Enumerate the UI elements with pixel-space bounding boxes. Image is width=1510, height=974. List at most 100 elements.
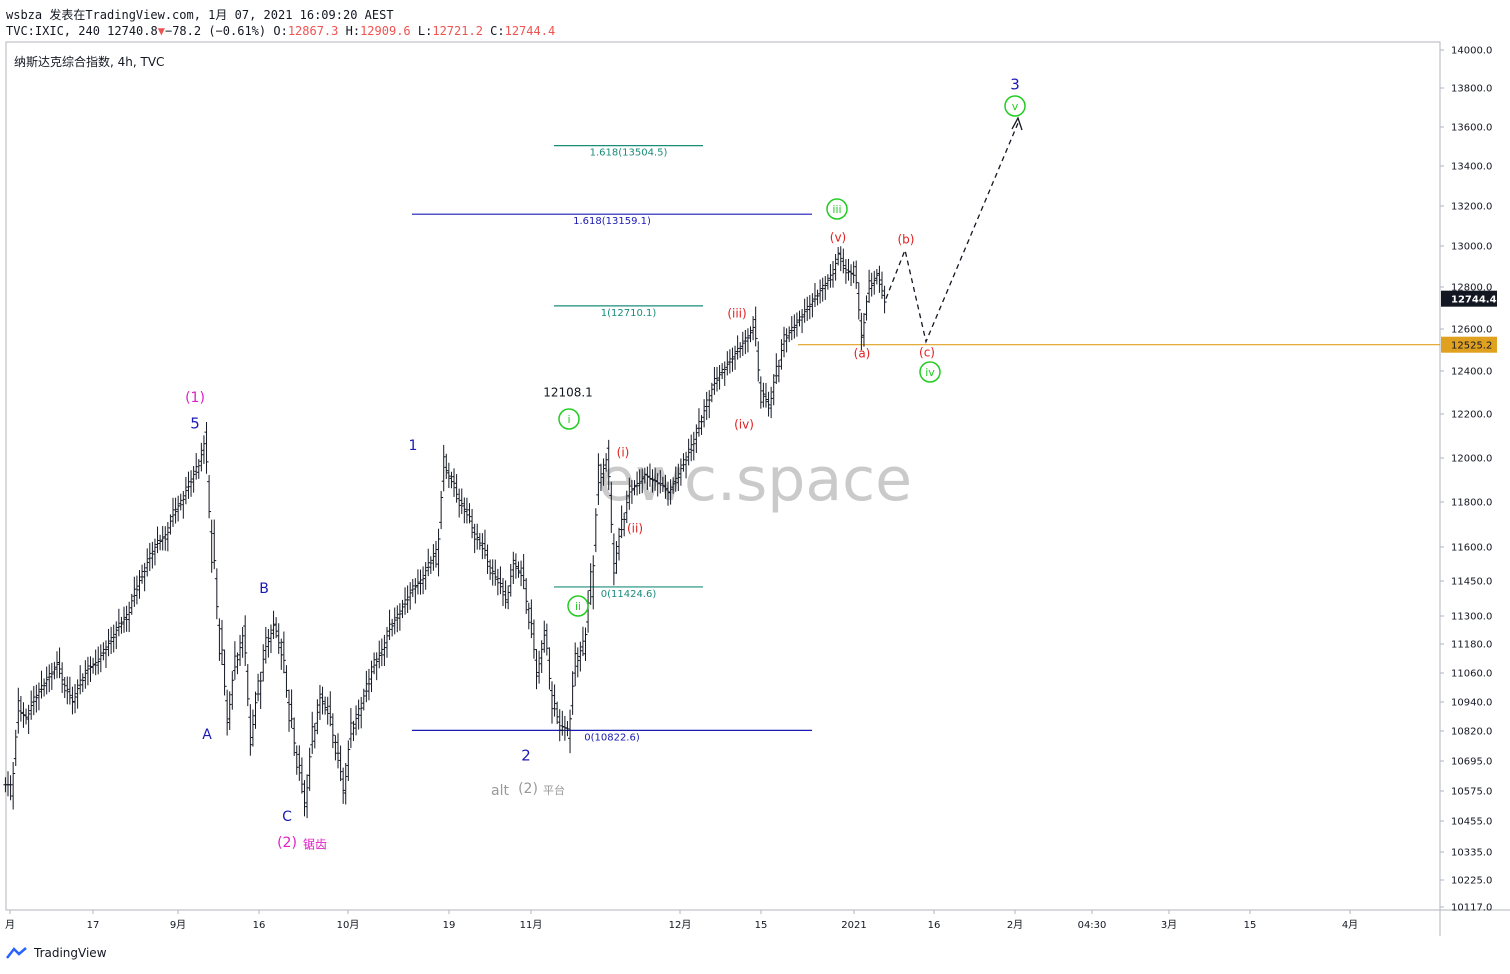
price-bar xyxy=(552,684,557,717)
price-bar xyxy=(289,689,294,729)
wave-label: 锯齿 xyxy=(303,836,327,851)
price-bar xyxy=(477,532,482,550)
tradingview-footer[interactable]: TradingView xyxy=(6,946,107,960)
price-bar xyxy=(155,526,160,554)
wave-label-circle xyxy=(826,198,848,220)
low-value: 12721.2 xyxy=(432,24,483,38)
price-tick-label: 13800.0 xyxy=(1451,84,1492,95)
price-bar xyxy=(258,671,263,710)
price-bar xyxy=(266,628,271,658)
price-tick-label: 11300.0 xyxy=(1451,612,1492,623)
symbol[interactable]: TVC:IXIC, 240 xyxy=(6,24,100,38)
price-bar xyxy=(338,745,343,782)
price-bar xyxy=(800,308,805,334)
wave-label: (1) xyxy=(185,390,205,406)
price-bar xyxy=(776,359,781,383)
price-bar xyxy=(444,453,449,480)
wave-label-text: (a) xyxy=(854,346,871,360)
price-bar xyxy=(238,634,243,666)
price-bar xyxy=(869,272,874,297)
price-bar xyxy=(250,709,255,747)
price-bar xyxy=(673,466,678,492)
price-bar xyxy=(423,562,428,590)
price-bar xyxy=(650,469,655,493)
price-bar xyxy=(312,723,317,749)
price-bar xyxy=(769,386,774,419)
price-bar xyxy=(725,351,730,376)
price-bar xyxy=(400,599,405,619)
price-bar xyxy=(67,676,72,705)
fib-label: 1(12710.1) xyxy=(601,308,657,319)
time-axis[interactable]: 月 17 9月 16 10月 19 11月 12月 15 2021 16 2月 04:30 3月 15 4月 xyxy=(5,910,1358,931)
price-bar xyxy=(73,683,78,714)
price-bar xyxy=(753,306,758,347)
wave-label: (b) xyxy=(898,232,915,246)
wave-label-text: i xyxy=(567,413,570,426)
price-bar xyxy=(196,459,201,479)
price-bar xyxy=(418,569,423,595)
price-bar xyxy=(36,682,41,711)
price-bar xyxy=(310,711,315,754)
price-bar xyxy=(812,283,817,308)
price-bar xyxy=(614,541,619,574)
time-tick-label: 16 xyxy=(253,920,266,931)
wave-label: (2) xyxy=(518,781,538,797)
price-axis[interactable]: 14000.0 13800.0 13600.0 13400.0 13200.0 13000… xyxy=(1440,46,1492,914)
price-bar xyxy=(436,528,441,577)
price-bar xyxy=(815,289,820,306)
price-bar xyxy=(171,497,176,527)
price-bar xyxy=(284,665,289,698)
price-bar xyxy=(302,780,307,817)
price-bar xyxy=(782,326,787,358)
price-bar xyxy=(209,519,214,573)
price-bar xyxy=(372,652,377,675)
price-bar xyxy=(18,695,23,722)
price-bar xyxy=(820,277,825,302)
price-bar xyxy=(330,713,335,749)
price-bar xyxy=(482,529,487,560)
price-bar xyxy=(513,553,518,579)
price-bar xyxy=(57,647,62,679)
price-bar xyxy=(733,345,738,370)
price-bar xyxy=(738,342,743,358)
price-bar xyxy=(439,490,444,530)
price-tick-label: 12200.0 xyxy=(1451,410,1492,421)
price-bar xyxy=(586,590,591,633)
price-bar xyxy=(537,650,542,684)
price-bar xyxy=(859,312,864,351)
open-label: O: xyxy=(273,24,288,38)
price-bar xyxy=(191,466,196,493)
price-bar xyxy=(849,264,854,286)
price-bar xyxy=(596,453,601,506)
price-bar xyxy=(173,497,178,524)
price-bar xyxy=(16,687,21,734)
price-bar xyxy=(83,660,88,689)
time-tick-label: 11月 xyxy=(520,919,543,931)
price-tick-label: 13000.0 xyxy=(1451,242,1492,253)
price-bar xyxy=(578,641,583,672)
price-bar xyxy=(495,568,500,596)
chart-legend: 纳斯达克综合指数, 4h, TVC xyxy=(14,54,164,69)
price-tick-label: 14000.0 xyxy=(1451,46,1492,57)
price-bar xyxy=(294,745,299,775)
price-bar xyxy=(874,269,879,285)
price-bar xyxy=(555,701,560,725)
price-bar xyxy=(65,676,70,705)
price-bar xyxy=(629,479,634,504)
price-bar xyxy=(699,415,704,435)
price-bar xyxy=(766,391,771,417)
wave-label: (2) xyxy=(277,835,297,851)
price-bar xyxy=(488,559,493,580)
price-tick-label: 12600.0 xyxy=(1451,325,1492,336)
price-bar xyxy=(751,316,756,341)
price-bar xyxy=(794,312,799,337)
price-bar xyxy=(8,775,13,801)
price-bar xyxy=(774,353,779,385)
price-bar xyxy=(320,686,325,715)
price-bar xyxy=(459,488,464,515)
price-bar xyxy=(619,505,624,539)
price-bar xyxy=(137,570,142,599)
price-bar xyxy=(475,523,480,550)
price-bar xyxy=(758,376,763,409)
